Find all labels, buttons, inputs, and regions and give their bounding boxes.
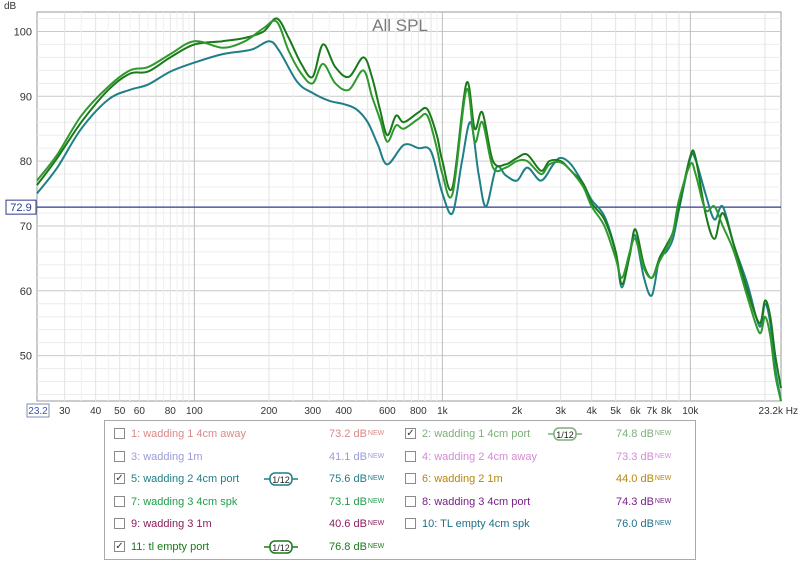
- x-tick-label: 40: [90, 406, 102, 417]
- reference-level-box[interactable]: [5, 199, 37, 215]
- x-tick-label: 30: [59, 406, 71, 417]
- legend-item[interactable]: 7: wadding 3 4cm spk 73.1 dBNEW: [114, 493, 399, 511]
- new-badge: NEW: [654, 520, 672, 528]
- spl-chart: 72.9 50 60 70 80 90 100 30 40 50 60 80 100 200 300 400…: [4, 1, 798, 418]
- legend-label: 1: wadding 1 4cm away: [131, 428, 246, 440]
- svg-text:1/12: 1/12: [556, 430, 574, 440]
- smoothing-icon[interactable]: 1/12: [548, 427, 582, 441]
- legend-checkbox[interactable]: [405, 518, 416, 530]
- legend-value: 75.6 dBNEW: [329, 473, 385, 486]
- legend-item[interactable]: 4: wadding 2 4cm away 73.3 dBNEW: [405, 448, 690, 466]
- y-tick-label: 80: [20, 156, 32, 168]
- x-max-label: 23.2k Hz: [759, 406, 798, 417]
- legend-label: 2: wadding 1 4cm port: [422, 428, 531, 440]
- legend-label: 3: wadding 1m: [131, 450, 203, 463]
- x-tick-label: 100: [186, 406, 203, 417]
- y-axis-unit: dB: [4, 1, 17, 12]
- reference-level-label: 72.9: [10, 202, 31, 214]
- legend-item[interactable]: 1: wadding 1 4cm away 73.2 dBNEW: [114, 425, 399, 443]
- legend-checkbox[interactable]: [114, 518, 125, 530]
- new-badge: NEW: [367, 452, 385, 460]
- legend-checkbox[interactable]: [114, 428, 125, 439]
- legend-value: 73.2 dBNEW: [329, 428, 385, 440]
- new-badge: NEW: [367, 520, 385, 528]
- x-min-box[interactable]: [26, 403, 50, 418]
- legend-label: 6: wadding 2 1m: [422, 473, 503, 486]
- legend-item[interactable]: 6: wadding 2 1m 44.0 dBNEW: [405, 470, 690, 488]
- legend-value: 40.6 dBNEW: [329, 518, 385, 531]
- x-tick-label: 8k: [661, 406, 673, 417]
- smoothing-icon[interactable]: 1/12: [264, 472, 298, 486]
- new-badge: NEW: [654, 452, 672, 460]
- legend-value: 44.0 dBNEW: [616, 473, 672, 486]
- new-badge: NEW: [654, 475, 672, 483]
- x-tick-label: 300: [304, 406, 321, 417]
- y-tick-label: 50: [20, 351, 32, 363]
- new-badge: NEW: [367, 430, 385, 437]
- legend-checkbox[interactable]: [405, 495, 416, 507]
- x-tick-label: 600: [379, 406, 396, 417]
- svg-text:1/12: 1/12: [272, 475, 290, 485]
- legend-item[interactable]: 11: tl empty port 1/12 76.8 dBNEW: [114, 538, 399, 556]
- x-tick-label: 800: [410, 406, 427, 417]
- legend-checkbox[interactable]: [114, 473, 125, 485]
- legend-checkbox[interactable]: [405, 473, 416, 485]
- series-line[interactable]: [36, 17, 782, 389]
- new-badge: NEW: [367, 497, 385, 505]
- smoothing-icon[interactable]: 1/12: [264, 540, 298, 554]
- svg-text:1/12: 1/12: [272, 543, 290, 553]
- series-line[interactable]: [36, 19, 782, 402]
- y-tick-label: 60: [20, 286, 32, 298]
- legend-checkbox[interactable]: [405, 428, 416, 439]
- legend-item[interactable]: 9: wadding 3 1m 40.6 dBNEW: [114, 515, 399, 533]
- x-tick-label: 2k: [512, 406, 524, 417]
- legend-item[interactable]: 8: wadding 3 4cm port 74.3 dBNEW: [405, 493, 690, 511]
- legend-value: 76.0 dBNEW: [616, 518, 672, 531]
- legend-value: 76.8 dBNEW: [329, 541, 385, 553]
- legend-value: 73.3 dBNEW: [616, 450, 672, 463]
- legend-checkbox[interactable]: [114, 495, 125, 507]
- x-tick-label: 200: [261, 406, 278, 417]
- legend-checkbox[interactable]: [114, 541, 125, 552]
- legend-checkbox[interactable]: [405, 450, 416, 462]
- legend-label: 11: tl empty port: [131, 541, 210, 553]
- legend-item[interactable]: 5: wadding 2 4cm port 1/12 75.6 dBNEW: [114, 470, 399, 488]
- legend-label: 5: wadding 2 4cm port: [131, 473, 240, 486]
- new-badge: NEW: [367, 475, 385, 483]
- legend-value: 73.1 dBNEW: [329, 495, 385, 508]
- y-tick-label: 70: [20, 221, 32, 233]
- x-tick-label: 7k: [647, 406, 659, 417]
- legend-value: 74.3 dBNEW: [616, 495, 672, 508]
- x-tick-label: 50: [114, 406, 126, 417]
- x-tick-label: 80: [165, 406, 177, 417]
- y-tick-label: 90: [20, 91, 32, 103]
- x-min-label: 23.2: [28, 406, 48, 417]
- new-badge: NEW: [654, 497, 672, 505]
- legend-value: 41.1 dBNEW: [329, 450, 385, 463]
- legend-label: 8: wadding 3 4cm port: [422, 495, 531, 508]
- x-tick-label: 60: [134, 406, 146, 417]
- legend-label: 4: wadding 2 4cm away: [422, 450, 537, 463]
- legend-label: 10: TL empty 4cm spk: [422, 518, 530, 531]
- legend-value: 74.8 dBNEW: [616, 428, 672, 440]
- y-tick-label: 100: [14, 26, 32, 38]
- legend-panel: 1: wadding 1 4cm away 73.2 dBNEW 2: waddin…: [104, 420, 696, 560]
- new-badge: NEW: [367, 543, 385, 550]
- chart-title: All SPL: [372, 16, 428, 35]
- legend-label: 9: wadding 3 1m: [131, 518, 212, 531]
- x-tick-label: 5k: [610, 406, 622, 417]
- legend-item[interactable]: 3: wadding 1m 41.1 dBNEW: [114, 448, 399, 466]
- x-tick-label: 6k: [630, 406, 642, 417]
- x-tick-label: 400: [335, 406, 352, 417]
- x-tick-label: 10k: [682, 406, 699, 417]
- legend-checkbox[interactable]: [114, 450, 125, 462]
- x-tick-label: 1k: [437, 406, 449, 417]
- legend-item[interactable]: 2: wadding 1 4cm port 1/12 74.8 dBNEW: [405, 425, 690, 443]
- x-tick-label: 3k: [555, 406, 567, 417]
- new-badge: NEW: [654, 430, 672, 437]
- legend-label: 7: wadding 3 4cm spk: [131, 495, 238, 508]
- x-tick-label: 4k: [586, 406, 598, 417]
- legend-item[interactable]: 10: TL empty 4cm spk 76.0 dBNEW: [405, 515, 690, 533]
